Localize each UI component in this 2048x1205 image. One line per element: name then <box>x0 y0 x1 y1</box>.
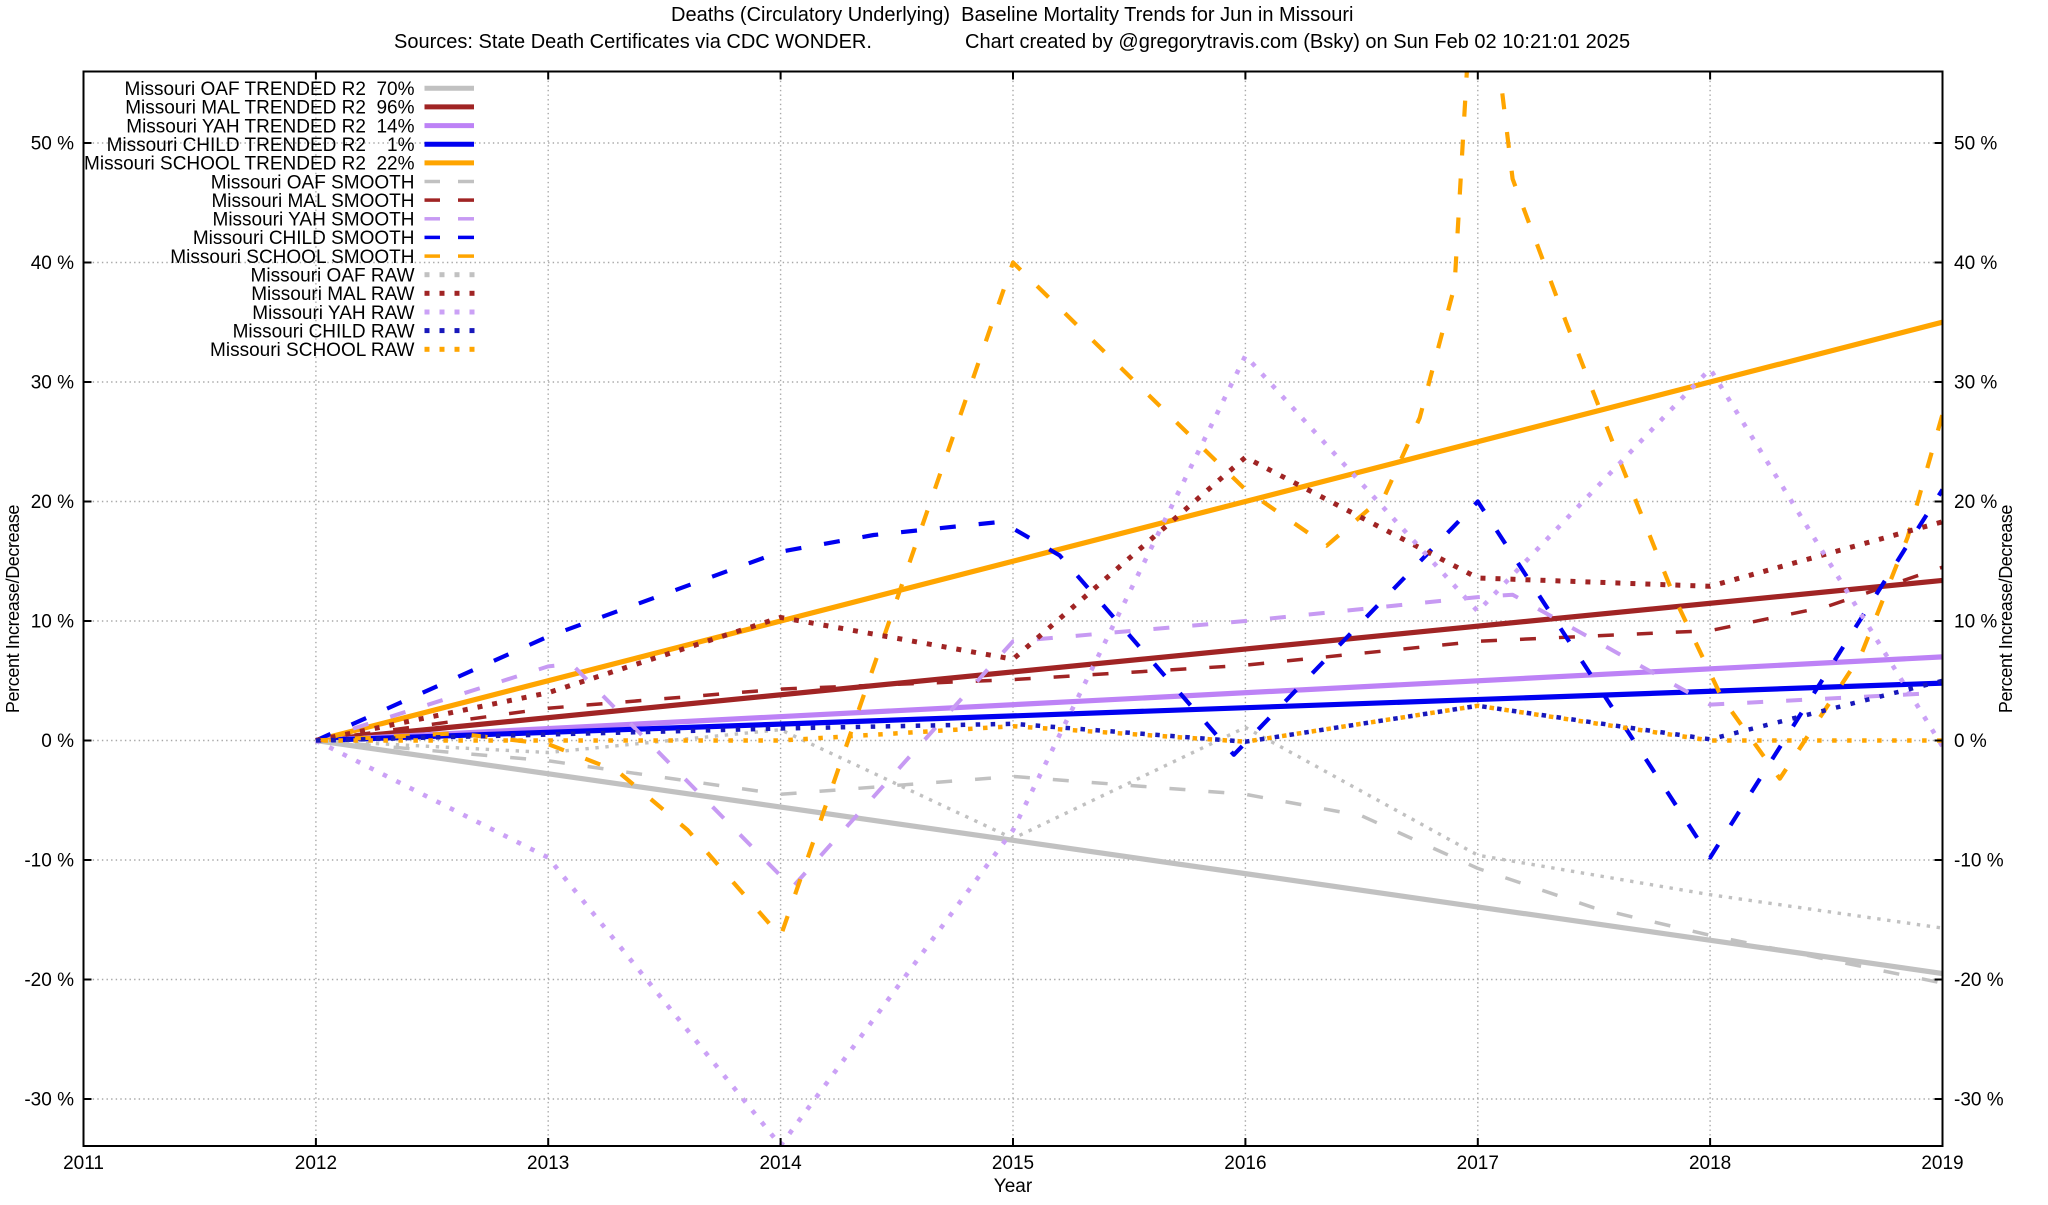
svg-text:Percent Increase/Decrease: Percent Increase/Decrease <box>1996 505 2016 713</box>
svg-text:Sources: State Death Certifica: Sources: State Death Certificates via CD… <box>394 31 872 53</box>
svg-text:Missouri SCHOOL TRENDED R2 22: Missouri SCHOOL TRENDED R2 22% <box>84 154 415 175</box>
svg-text:2014: 2014 <box>759 1153 802 1174</box>
svg-text:2011: 2011 <box>63 1153 104 1174</box>
svg-text:30 %: 30 % <box>1954 373 1997 394</box>
svg-text:20 %: 20 % <box>31 492 74 513</box>
svg-text:Missouri OAF SMOOTH: Missouri OAF SMOOTH <box>211 172 415 193</box>
svg-text:-10 %: -10 % <box>1954 851 2004 872</box>
svg-text:Year: Year <box>994 1176 1033 1197</box>
svg-text:50 %: 50 % <box>1954 134 1997 155</box>
svg-text:10 %: 10 % <box>1954 612 1997 633</box>
svg-text:-20 %: -20 % <box>24 970 74 991</box>
svg-text:-20 %: -20 % <box>1954 970 2004 991</box>
svg-text:2019: 2019 <box>1921 1153 1963 1174</box>
svg-text:2015: 2015 <box>992 1153 1034 1174</box>
svg-text:20 %: 20 % <box>1954 492 1997 513</box>
svg-text:Missouri CHILD TRENDED R2 1: Missouri CHILD TRENDED R2 1% <box>107 135 415 156</box>
svg-text:40 %: 40 % <box>31 253 74 274</box>
svg-text:10 %: 10 % <box>31 612 74 633</box>
svg-text:Chart created by @gregorytravi: Chart created by @gregorytravis.com (Bsk… <box>965 31 1630 53</box>
svg-text:Missouri CHILD RAW: Missouri CHILD RAW <box>233 321 415 342</box>
svg-text:50 %: 50 % <box>31 134 74 155</box>
svg-text:2017: 2017 <box>1457 1153 1499 1174</box>
svg-text:0 %: 0 % <box>1954 731 1987 752</box>
svg-text:Missouri OAF TRENDED R2 70%: Missouri OAF TRENDED R2 70% <box>125 79 415 100</box>
svg-text:40 %: 40 % <box>1954 253 1997 274</box>
svg-text:Missouri YAH RAW: Missouri YAH RAW <box>252 303 414 324</box>
svg-text:Missouri SCHOOL RAW: Missouri SCHOOL RAW <box>210 340 415 361</box>
svg-text:Missouri YAH TRENDED R2 14%: Missouri YAH TRENDED R2 14% <box>126 116 414 137</box>
svg-text:Missouri MAL RAW: Missouri MAL RAW <box>251 284 414 305</box>
svg-text:-30 %: -30 % <box>1954 1090 2004 1111</box>
svg-text:2016: 2016 <box>1224 1153 1266 1174</box>
svg-text:Percent Increase/Decrease: Percent Increase/Decrease <box>3 505 23 713</box>
svg-text:2012: 2012 <box>295 1153 337 1174</box>
svg-text:Missouri YAH SMOOTH: Missouri YAH SMOOTH <box>213 210 415 231</box>
svg-text:Missouri MAL SMOOTH: Missouri MAL SMOOTH <box>211 191 414 212</box>
svg-text:Missouri OAF RAW: Missouri OAF RAW <box>251 266 415 287</box>
svg-text:2018: 2018 <box>1689 1153 1731 1174</box>
svg-text:0 %: 0 % <box>41 731 74 752</box>
svg-text:Missouri SCHOOL SMOOTH: Missouri SCHOOL SMOOTH <box>170 247 414 268</box>
svg-text:2013: 2013 <box>527 1153 569 1174</box>
svg-text:Missouri CHILD SMOOTH: Missouri CHILD SMOOTH <box>193 228 415 249</box>
svg-text:Deaths (Circulatory Underlying: Deaths (Circulatory Underlying) Baseline… <box>671 4 1353 26</box>
svg-text:30 %: 30 % <box>31 373 74 394</box>
svg-text:-30 %: -30 % <box>24 1090 74 1111</box>
svg-text:Missouri MAL TRENDED R2 96%: Missouri MAL TRENDED R2 96% <box>125 98 414 119</box>
svg-text:-10 %: -10 % <box>24 851 74 872</box>
